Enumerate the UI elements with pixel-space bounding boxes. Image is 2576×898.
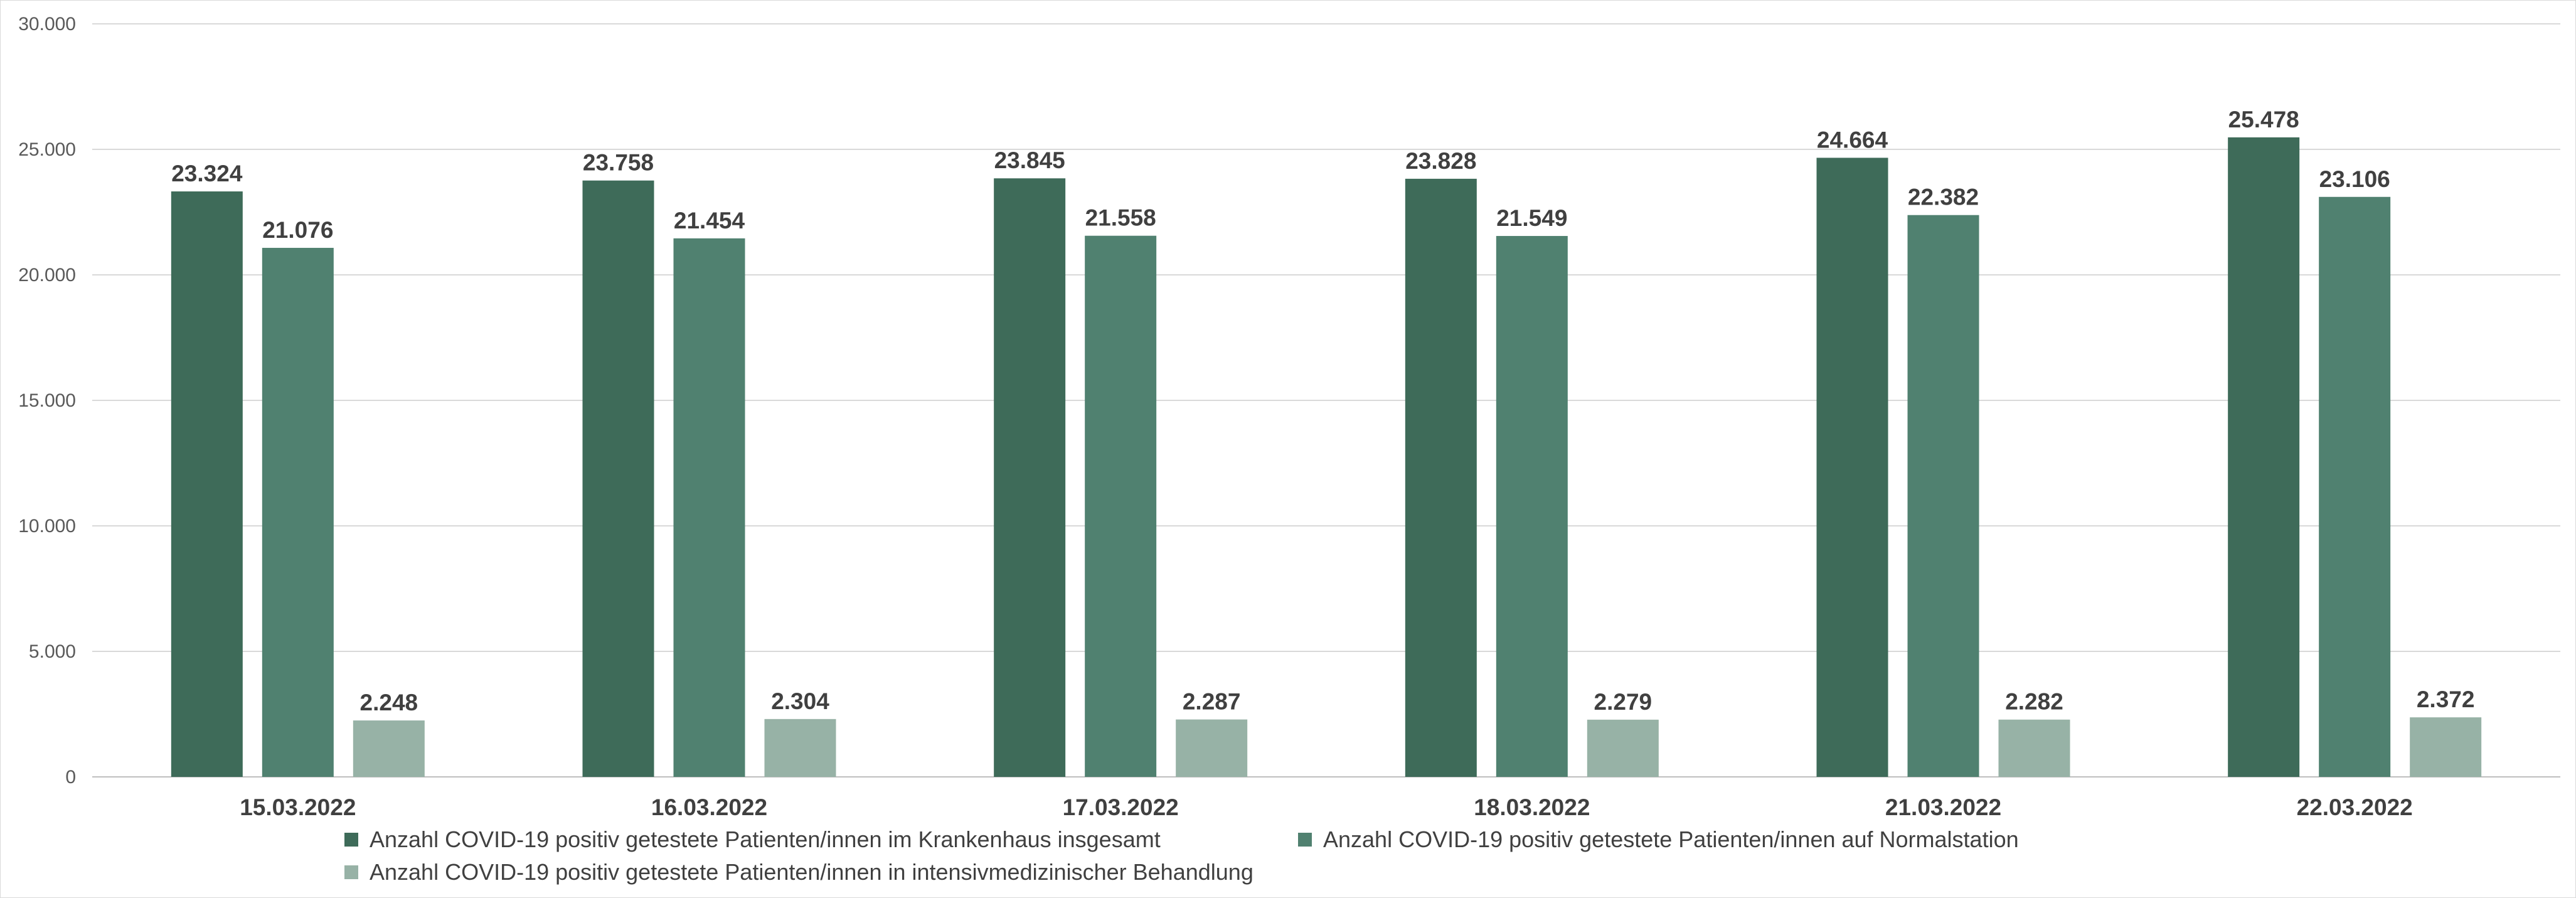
data-label: 23.845 bbox=[994, 147, 1065, 173]
bar-series-2 bbox=[2319, 196, 2391, 777]
x-tick-label: 22.03.2022 bbox=[2297, 794, 2413, 820]
legend-label: Anzahl COVID-19 positiv getestete Patien… bbox=[370, 826, 1161, 852]
bar-series-2 bbox=[1496, 236, 1568, 777]
bar-series-2 bbox=[1085, 235, 1157, 777]
legend-swatch bbox=[344, 865, 358, 879]
bar-series-1 bbox=[582, 180, 654, 777]
bar-series-1 bbox=[1405, 178, 1477, 777]
y-axis-ticks: 0 5.000 10.000 15.000 20.000 25.000 30.000 bbox=[18, 14, 76, 788]
data-label: 2.372 bbox=[2417, 687, 2475, 712]
bar-series-2 bbox=[673, 238, 745, 778]
x-tick-label: 16.03.2022 bbox=[651, 794, 767, 820]
x-tick-label: 15.03.2022 bbox=[240, 794, 356, 820]
data-label: 21.076 bbox=[262, 217, 333, 243]
bar-series-2 bbox=[1907, 215, 1979, 778]
bar-series-3 bbox=[1998, 719, 2070, 777]
x-tick-label: 18.03.2022 bbox=[1474, 794, 1590, 820]
data-label: 2.248 bbox=[360, 690, 418, 715]
legend-item: Anzahl COVID-19 positiv getestete Patien… bbox=[344, 826, 1161, 853]
x-tick-label: 21.03.2022 bbox=[1885, 794, 2001, 820]
bar-series-3 bbox=[1176, 719, 1248, 777]
legend-item: Anzahl COVID-19 positiv getestete Patien… bbox=[1298, 826, 2019, 853]
y-tick-label: 5.000 bbox=[29, 641, 76, 662]
bar-series-3 bbox=[2410, 717, 2482, 777]
data-label: 21.549 bbox=[1496, 205, 1567, 231]
legend-label: Anzahl COVID-19 positiv getestete Patien… bbox=[370, 859, 1253, 885]
x-axis-ticks: 15.03.2022 16.03.2022 17.03.2022 18.03.2022… bbox=[240, 794, 2413, 820]
y-tick-label: 25.000 bbox=[18, 139, 76, 160]
data-label: 2.287 bbox=[1183, 689, 1241, 715]
legend-item: Anzahl COVID-19 positiv getestete Patien… bbox=[344, 859, 1253, 885]
data-label: 23.828 bbox=[1405, 148, 1476, 174]
data-label: 23.758 bbox=[583, 150, 654, 176]
data-label: 2.304 bbox=[771, 688, 829, 714]
data-label: 23.324 bbox=[171, 161, 243, 186]
y-tick-label: 10.000 bbox=[18, 516, 76, 537]
gridlines bbox=[92, 23, 2560, 778]
data-label: 2.279 bbox=[1594, 689, 1653, 715]
data-label: 23.106 bbox=[2319, 166, 2390, 192]
bar-series-1 bbox=[1816, 158, 1888, 777]
data-label: 21.558 bbox=[1085, 205, 1156, 231]
bar-series-3 bbox=[353, 720, 425, 777]
bar-series-1 bbox=[2228, 137, 2300, 777]
bar-series-3 bbox=[1587, 719, 1659, 777]
y-tick-label: 15.000 bbox=[18, 390, 76, 411]
legend-swatch bbox=[344, 833, 358, 847]
data-label: 21.454 bbox=[674, 208, 745, 233]
y-tick-label: 0 bbox=[65, 767, 76, 788]
legend-label: Anzahl COVID-19 positiv getestete Patien… bbox=[1323, 826, 2019, 852]
legend-swatch bbox=[1298, 833, 1312, 847]
bars bbox=[171, 137, 2482, 778]
data-label: 2.282 bbox=[2005, 689, 2063, 715]
data-label: 25.478 bbox=[2228, 107, 2299, 132]
bar-series-2 bbox=[262, 247, 334, 778]
bar-series-1 bbox=[171, 191, 243, 777]
y-tick-label: 30.000 bbox=[18, 14, 76, 35]
y-tick-label: 20.000 bbox=[18, 265, 76, 286]
bar-series-3 bbox=[764, 719, 836, 777]
bar-series-1 bbox=[994, 178, 1066, 777]
data-labels: 23.324 21.076 2.248 23.758 21.454 2.304 23.845… bbox=[171, 107, 2474, 715]
data-label: 22.382 bbox=[1908, 184, 1979, 210]
x-tick-label: 17.03.2022 bbox=[1063, 794, 1179, 820]
data-label: 24.664 bbox=[1817, 127, 1888, 152]
